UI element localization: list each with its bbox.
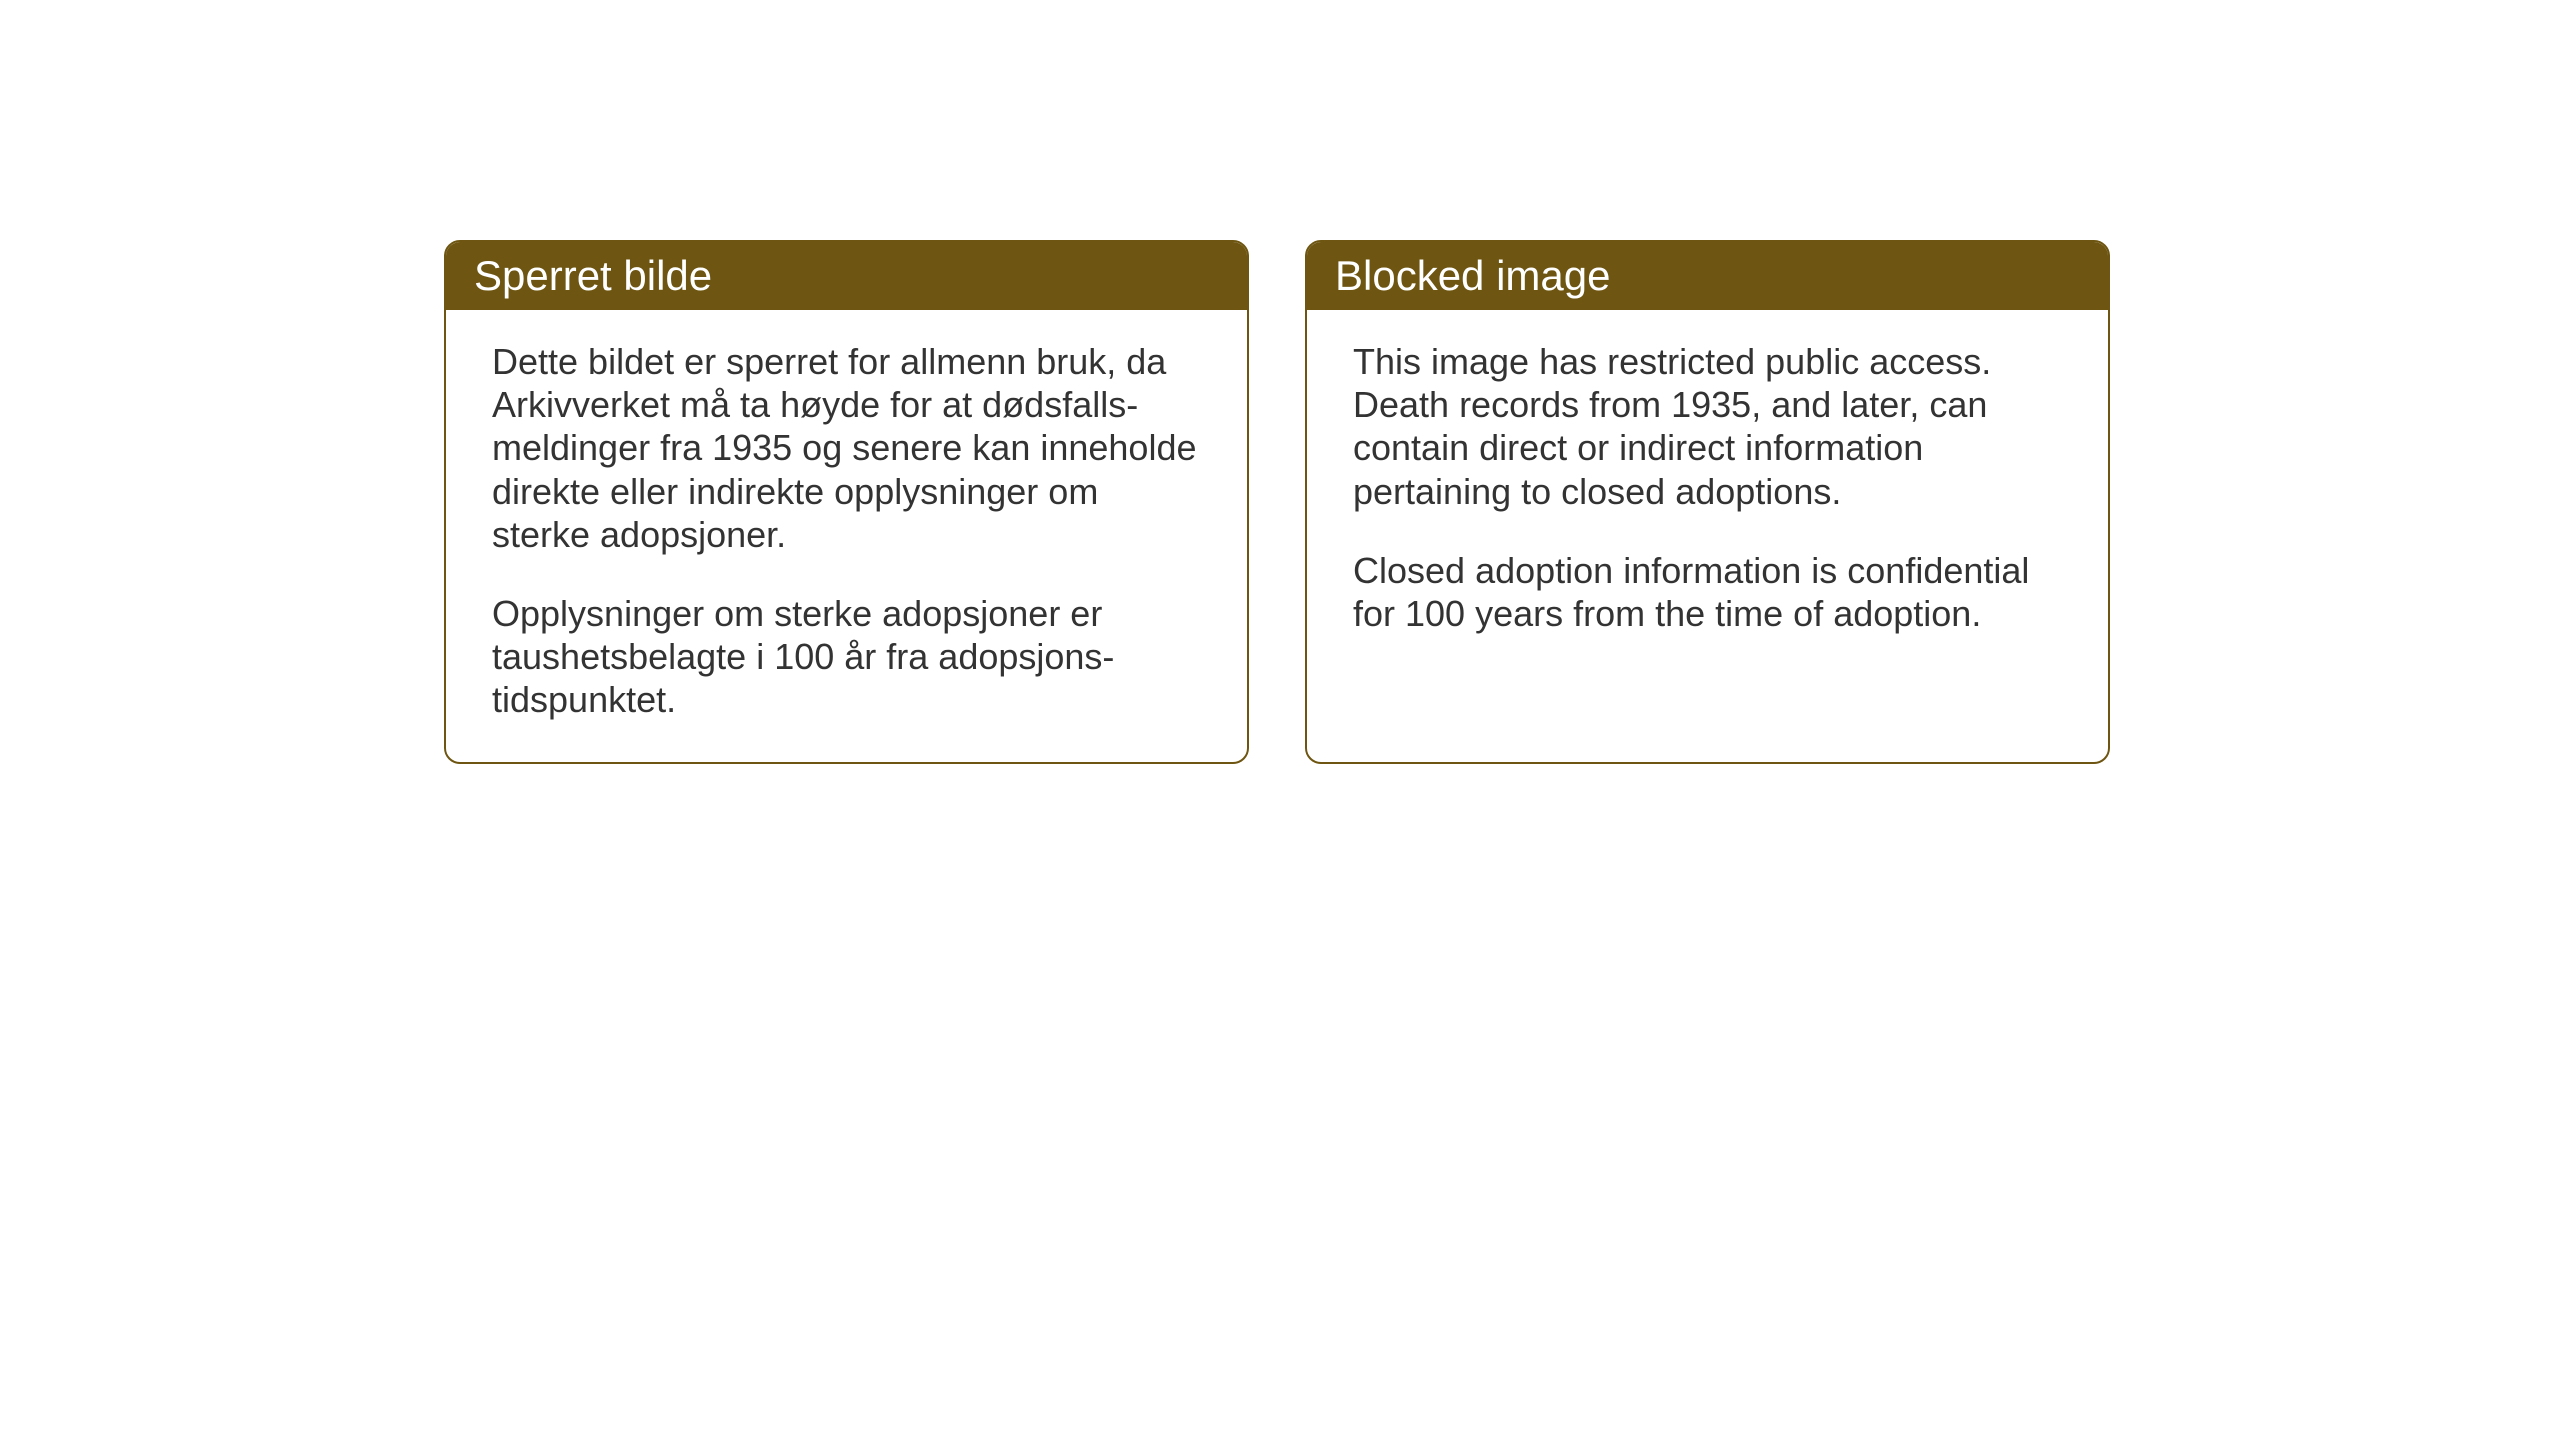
- card-title-english: Blocked image: [1335, 252, 1610, 299]
- card-paragraph-2-english: Closed adoption information is confident…: [1353, 549, 2062, 635]
- notice-cards-container: Sperret bilde Dette bildet er sperret fo…: [444, 240, 2110, 764]
- card-paragraph-1-norwegian: Dette bildet er sperret for allmenn bruk…: [492, 340, 1201, 556]
- card-body-norwegian: Dette bildet er sperret for allmenn bruk…: [446, 310, 1247, 762]
- notice-card-english: Blocked image This image has restricted …: [1305, 240, 2110, 764]
- card-body-english: This image has restricted public access.…: [1307, 310, 2108, 675]
- card-header-english: Blocked image: [1307, 242, 2108, 310]
- card-title-norwegian: Sperret bilde: [474, 252, 712, 299]
- card-header-norwegian: Sperret bilde: [446, 242, 1247, 310]
- notice-card-norwegian: Sperret bilde Dette bildet er sperret fo…: [444, 240, 1249, 764]
- card-paragraph-2-norwegian: Opplysninger om sterke adopsjoner er tau…: [492, 592, 1201, 722]
- card-paragraph-1-english: This image has restricted public access.…: [1353, 340, 2062, 513]
